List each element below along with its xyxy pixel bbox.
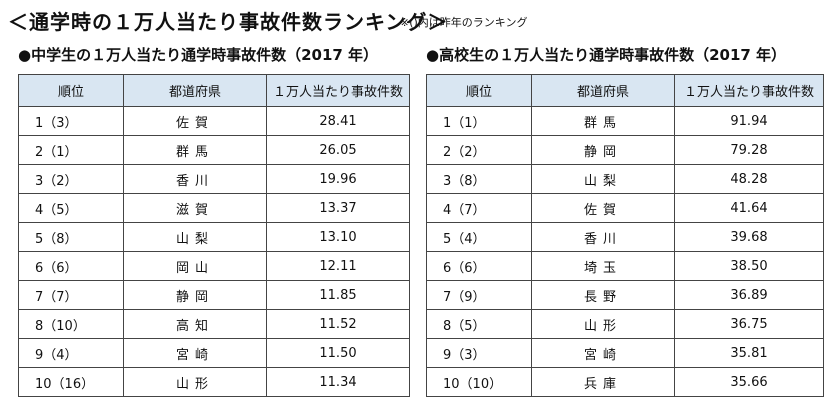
table-row: 2（1） 群馬 26.05 (18, 135, 410, 165)
column-header-accidents: １万人当たり事故件数 (674, 74, 824, 107)
column-header-rank: 順位 (18, 74, 124, 107)
table-header-row: 順位 都道府県 １万人当たり事故件数 (426, 74, 824, 107)
table-row: 6（6） 岡山 12.11 (18, 251, 410, 281)
prefecture-cell: 群馬 (531, 106, 675, 136)
rank-cell: 7（7） (18, 280, 124, 310)
high-school-ranking-table: 順位 都道府県 １万人当たり事故件数 1（1） 群馬 91.94 2（2） 静岡 79.2… (426, 74, 824, 397)
prefecture-cell: 高知 (123, 309, 267, 339)
prefecture-cell: 佐賀 (123, 106, 267, 136)
rank-cell: 4（5） (18, 193, 124, 223)
accidents-cell: 13.10 (266, 222, 410, 252)
prefecture-cell: 群馬 (123, 135, 267, 165)
table-row: 10（16） 山形 11.34 (18, 367, 410, 397)
accidents-cell: 28.41 (266, 106, 410, 136)
prefecture-cell: 山梨 (123, 222, 267, 252)
junior-high-subtitle: ●中学生の１万人当たり通学時事故件数（2017 年） (18, 46, 379, 64)
accidents-cell: 36.75 (674, 309, 824, 339)
prefecture-cell: 山梨 (531, 164, 675, 194)
accidents-cell: 36.89 (674, 280, 824, 310)
rank-cell: 9（4） (18, 338, 124, 368)
prefecture-cell: 宮崎 (123, 338, 267, 368)
table-header-row: 順位 都道府県 １万人当たり事故件数 (18, 74, 410, 107)
prefecture-cell: 宮崎 (531, 338, 675, 368)
table-row: 2（2） 静岡 79.28 (426, 135, 824, 165)
accidents-cell: 39.68 (674, 222, 824, 252)
rank-cell: 9（3） (426, 338, 532, 368)
prefecture-cell: 兵庫 (531, 367, 675, 397)
accidents-cell: 19.96 (266, 164, 410, 194)
prefecture-cell: 滋賀 (123, 193, 267, 223)
prefecture-cell: 山形 (123, 367, 267, 397)
table-row: 4（7） 佐賀 41.64 (426, 193, 824, 223)
table-row: 7（7） 静岡 11.85 (18, 280, 410, 310)
rank-cell: 2（2） (426, 135, 532, 165)
table-row: 3（8） 山梨 48.28 (426, 164, 824, 194)
accidents-cell: 79.28 (674, 135, 824, 165)
table-row: 9（3） 宮崎 35.81 (426, 338, 824, 368)
prefecture-cell: 佐賀 (531, 193, 675, 223)
accidents-cell: 35.66 (674, 367, 824, 397)
accidents-cell: 26.05 (266, 135, 410, 165)
rank-cell: 1（1） (426, 106, 532, 136)
table-row: 1（1） 群馬 91.94 (426, 106, 824, 136)
table-row: 4（5） 滋賀 13.37 (18, 193, 410, 223)
rank-cell: 3（2） (18, 164, 124, 194)
rank-cell: 5（8） (18, 222, 124, 252)
rank-cell: 6（6） (426, 251, 532, 281)
prefecture-cell: 長野 (531, 280, 675, 310)
prefecture-cell: 埼玉 (531, 251, 675, 281)
high-school-subtitle: ●高校生の１万人当たり通学時事故件数（2017 年） (426, 46, 787, 64)
ranking-note: ※()内は昨年のランキング (400, 16, 528, 29)
table-row: 5（4） 香川 39.68 (426, 222, 824, 252)
accidents-cell: 41.64 (674, 193, 824, 223)
prefecture-cell: 香川 (531, 222, 675, 252)
prefecture-cell: 静岡 (123, 280, 267, 310)
table-row: 8（10） 高知 11.52 (18, 309, 410, 339)
table-row: 3（2） 香川 19.96 (18, 164, 410, 194)
rank-cell: 10（16） (18, 367, 124, 397)
accidents-cell: 11.34 (266, 367, 410, 397)
table-row: 1（3） 佐賀 28.41 (18, 106, 410, 136)
rank-cell: 2（1） (18, 135, 124, 165)
rank-cell: 8（5） (426, 309, 532, 339)
rank-cell: 1（3） (18, 106, 124, 136)
table-row: 6（6） 埼玉 38.50 (426, 251, 824, 281)
accidents-cell: 48.28 (674, 164, 824, 194)
column-header-rank: 順位 (426, 74, 532, 107)
table-row: 5（8） 山梨 13.10 (18, 222, 410, 252)
accidents-cell: 11.52 (266, 309, 410, 339)
table-row: 10（10） 兵庫 35.66 (426, 367, 824, 397)
prefecture-cell: 香川 (123, 164, 267, 194)
junior-high-ranking-table: 順位 都道府県 １万人当たり事故件数 1（3） 佐賀 28.41 2（1） 群馬 26.0… (18, 74, 410, 397)
table-row: 9（4） 宮崎 11.50 (18, 338, 410, 368)
table-row: 7（9） 長野 36.89 (426, 280, 824, 310)
table-row: 8（5） 山形 36.75 (426, 309, 824, 339)
accidents-cell: 35.81 (674, 338, 824, 368)
rank-cell: 7（9） (426, 280, 532, 310)
accidents-cell: 91.94 (674, 106, 824, 136)
accidents-cell: 13.37 (266, 193, 410, 223)
accidents-cell: 12.11 (266, 251, 410, 281)
rank-cell: 10（10） (426, 367, 532, 397)
rank-cell: 6（6） (18, 251, 124, 281)
rank-cell: 4（7） (426, 193, 532, 223)
accidents-cell: 11.50 (266, 338, 410, 368)
prefecture-cell: 山形 (531, 309, 675, 339)
column-header-prefecture: 都道府県 (531, 74, 675, 107)
column-header-accidents: １万人当たり事故件数 (266, 74, 410, 107)
page-title: ＜通学時の１万人当たり事故件数ランキング＞ (8, 10, 449, 34)
rank-cell: 3（8） (426, 164, 532, 194)
rank-cell: 8（10） (18, 309, 124, 339)
column-header-prefecture: 都道府県 (123, 74, 267, 107)
prefecture-cell: 岡山 (123, 251, 267, 281)
accidents-cell: 11.85 (266, 280, 410, 310)
rank-cell: 5（4） (426, 222, 532, 252)
prefecture-cell: 静岡 (531, 135, 675, 165)
accidents-cell: 38.50 (674, 251, 824, 281)
